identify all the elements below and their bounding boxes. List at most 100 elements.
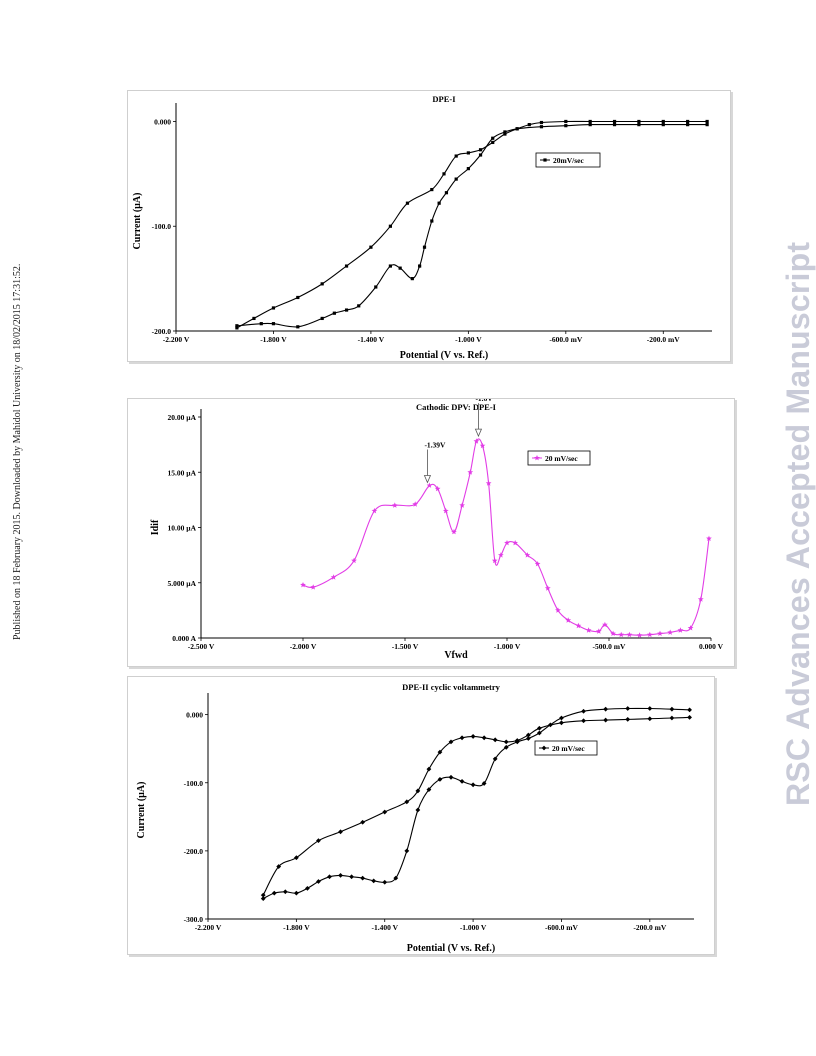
x-tick-label: -600.0 mV [545,923,578,932]
data-point [338,873,343,878]
chart-title: DPE-II cyclic voltammetry [402,682,500,692]
data-point [300,582,306,588]
data-point [293,855,299,861]
data-point [459,778,465,784]
data-point [491,557,498,564]
annotation-arrow-head [423,475,432,484]
data-point [492,737,498,743]
data-point [327,874,332,880]
data-point [393,875,399,881]
legend: 20mV/sec [535,152,601,168]
x-tick-label: -1.400 V [371,923,398,932]
data-point [524,552,531,558]
y-axis-label: Idif [150,519,161,535]
data-point [595,628,602,634]
data-point [382,809,388,815]
data-point [430,187,434,192]
data-point [276,864,282,869]
annotation-label: -1.39V [424,441,446,450]
data-point [398,266,402,270]
series-line [302,438,710,636]
y-tick-label: -100.0 [184,779,204,788]
data-point [637,123,641,127]
x-tick-label: -1.500 V [392,642,419,651]
data-point [391,502,398,508]
x-axis-label: Potential (V vs. Ref.) [400,350,488,361]
data-point [548,722,553,728]
legend-box [535,152,601,168]
chart-dpe1-dpv: Cathodic DPV: DPE-I -2.500 V -2.000 V -1.50… [150,394,724,661]
x-tick-label: -500.0 mV [593,642,626,651]
data-point [271,306,276,310]
data-point [349,874,354,880]
data-point [412,501,419,507]
data-point [588,123,592,127]
data-point [260,892,266,898]
data-point [625,716,631,722]
data-point [410,277,414,281]
data-point [697,596,704,602]
data-point [260,896,266,901]
data-point [588,119,592,124]
data-point [338,829,343,835]
data-point [466,151,470,155]
legend-marker [541,745,547,751]
x-tick-label: -1.000 V [494,642,521,651]
peak-annotation: -1.39V [423,441,446,484]
data-point [657,630,663,636]
y-tick-label: -200.0 [184,847,204,856]
data-point [459,735,465,741]
data-point [478,153,483,157]
data-point [667,629,674,635]
data-point [235,326,239,330]
data-point [388,224,392,228]
data-point [536,730,542,736]
data-point [418,264,422,268]
data-point [686,123,690,127]
data-point [515,127,519,131]
data-point [636,632,643,638]
data-point [565,617,572,623]
data-point [293,890,299,896]
data-point [525,736,531,741]
data-point [581,718,586,724]
data-point [310,584,317,590]
y-axis-label: Current (µA) [132,193,143,250]
annotation-label: -1.6V [475,399,493,403]
publication-notice-text: Published on 18 February 2015. Downloade… [12,263,23,640]
data-point [426,482,433,488]
data-point [647,716,653,722]
data-point [559,715,564,721]
data-point [539,125,544,129]
data-point [603,706,609,712]
data-point [503,132,507,136]
legend: 20 mV/sec [527,450,591,466]
data-point [316,879,321,884]
data-point [705,123,709,127]
chart-title: DPE-I [432,94,456,104]
data-point [481,781,487,786]
data-point [271,890,277,896]
data-point [382,879,388,885]
legend-box [534,740,598,756]
data-point [514,739,520,745]
data-point [442,172,446,176]
data-point [647,706,653,711]
legend-label: 20 mV/sec [552,744,585,753]
data-point [555,607,561,613]
data-point [612,119,617,124]
data-point [581,708,586,714]
y-axis-label: Current (µA) [136,782,147,839]
x-tick-label: -2.200 V [195,923,222,932]
data-point [637,119,641,124]
data-point [503,744,509,750]
y-tick-label: 0.000 [186,711,203,720]
legend: 20 mV/sec [534,740,598,756]
data-point [320,316,324,321]
x-tick-label: -1.400 V [358,335,385,344]
series-line [262,707,690,900]
legend-label: 20mV/sec [553,156,584,165]
chart-dpe2-cv: DPE-II cyclic voltammetry -2.200 V -1.800 … [136,682,694,954]
data-point [454,177,458,181]
data-point [422,245,427,249]
